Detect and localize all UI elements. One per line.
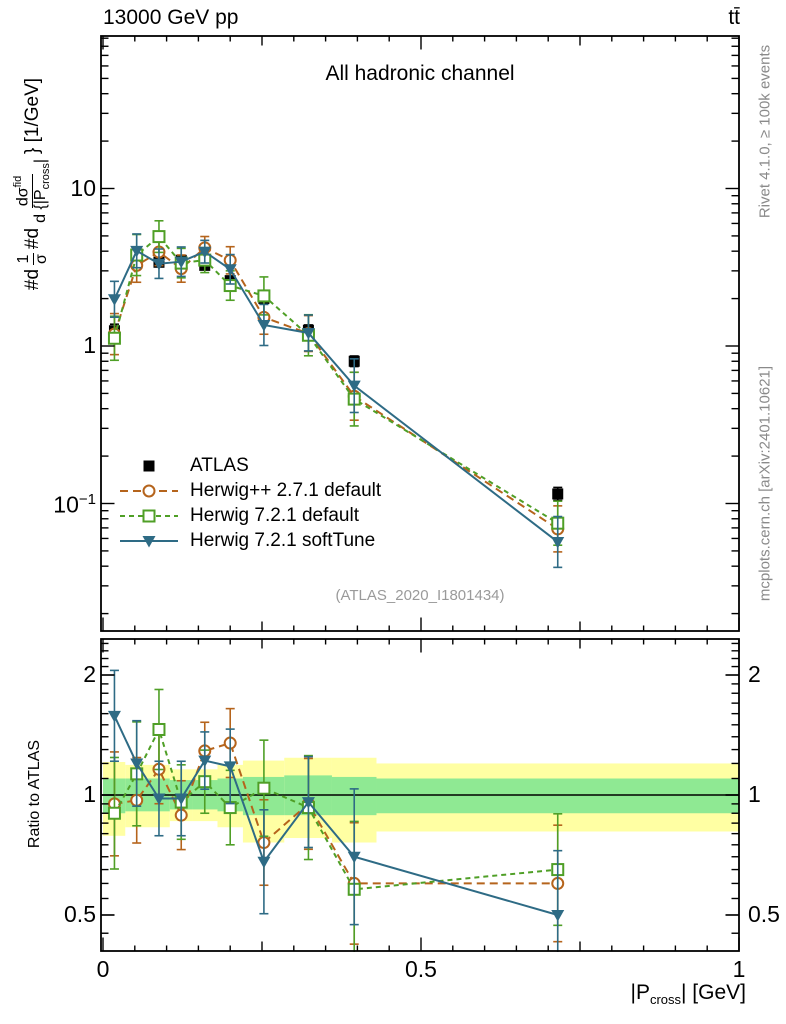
softtune-series <box>107 669 565 952</box>
main-ytick-label: 10−1 <box>53 490 96 518</box>
herwig721-line <box>113 235 559 525</box>
softtune-series <box>107 233 565 569</box>
legend-item-atlas: ATLAS <box>120 453 381 478</box>
herwigpp-legend-marker-icon <box>120 484 178 497</box>
atlas-legend-marker-icon <box>143 460 155 471</box>
green-band <box>376 778 739 814</box>
softtune-line <box>113 715 559 916</box>
legend-item-softtune: Herwig 7.2.1 softTune <box>120 528 381 553</box>
legend-item-herwig721: Herwig 7.2.1 default <box>120 503 381 528</box>
legend-label: Herwig++ 2.7.1 default <box>190 479 382 501</box>
legend-item-herwigpp: Herwig++ 2.7.1 default <box>120 478 381 503</box>
main-plot <box>100 35 740 632</box>
herwigpp-line <box>114 741 558 885</box>
main-ytick-label: 1 <box>83 332 96 358</box>
frame <box>100 638 740 952</box>
analysis-watermark: (ATLAS_2020_I1801434) <box>335 587 505 604</box>
legend-label: Herwig 7.2.1 softTune <box>190 529 376 551</box>
xtick-label: 0.5 <box>405 956 437 982</box>
main-ytick-label: 10 <box>70 174 96 201</box>
frame <box>100 35 740 632</box>
ratio-ytick-label-left: 2 <box>83 661 96 687</box>
ratio-ytick-label-right: 1 <box>748 781 761 807</box>
herwigpp-line <box>113 246 559 530</box>
beam-energy-label: 13000 GeV pp <box>103 6 239 29</box>
legend-label: Herwig 7.2.1 default <box>190 504 359 526</box>
xtick-label: 0 <box>96 956 110 982</box>
legend: ATLAS Herwig++ 2.7.1 default Herwig 7.2.1 … <box>120 453 381 553</box>
x-ticks <box>102 639 740 951</box>
herwig721-line <box>113 726 558 891</box>
ratio-ytick-label-right: 2 <box>748 661 761 687</box>
mcplots-credit-label: mcplots.cern.ch [arXiv:2401.10621] <box>756 365 774 602</box>
ratio-y-ticks <box>101 642 739 934</box>
main-y-ticks <box>101 37 739 615</box>
herwig721-legend-marker-icon <box>120 509 178 522</box>
ratio-plot <box>100 638 740 952</box>
rivet-version-label: Rivet 4.1.0, ≥ 100k events <box>756 44 774 219</box>
x-axis-label: |Pcross| [GeV] <box>630 981 746 1008</box>
ratio-ytick-label-left: 1 <box>83 781 96 807</box>
xtick-label: 1 <box>732 956 746 982</box>
ratio-ytick-label-right: 0.5 <box>748 900 780 927</box>
x-ticks <box>102 36 740 631</box>
softtune-line <box>113 249 559 543</box>
process-label: tt̄ <box>728 6 740 29</box>
softtune-legend-marker-icon <box>120 535 178 547</box>
legend-label: ATLAS <box>190 454 249 476</box>
ratio-ytick-label-left: 0.5 <box>64 900 96 927</box>
plot-title: All hadronic channel <box>325 62 515 85</box>
